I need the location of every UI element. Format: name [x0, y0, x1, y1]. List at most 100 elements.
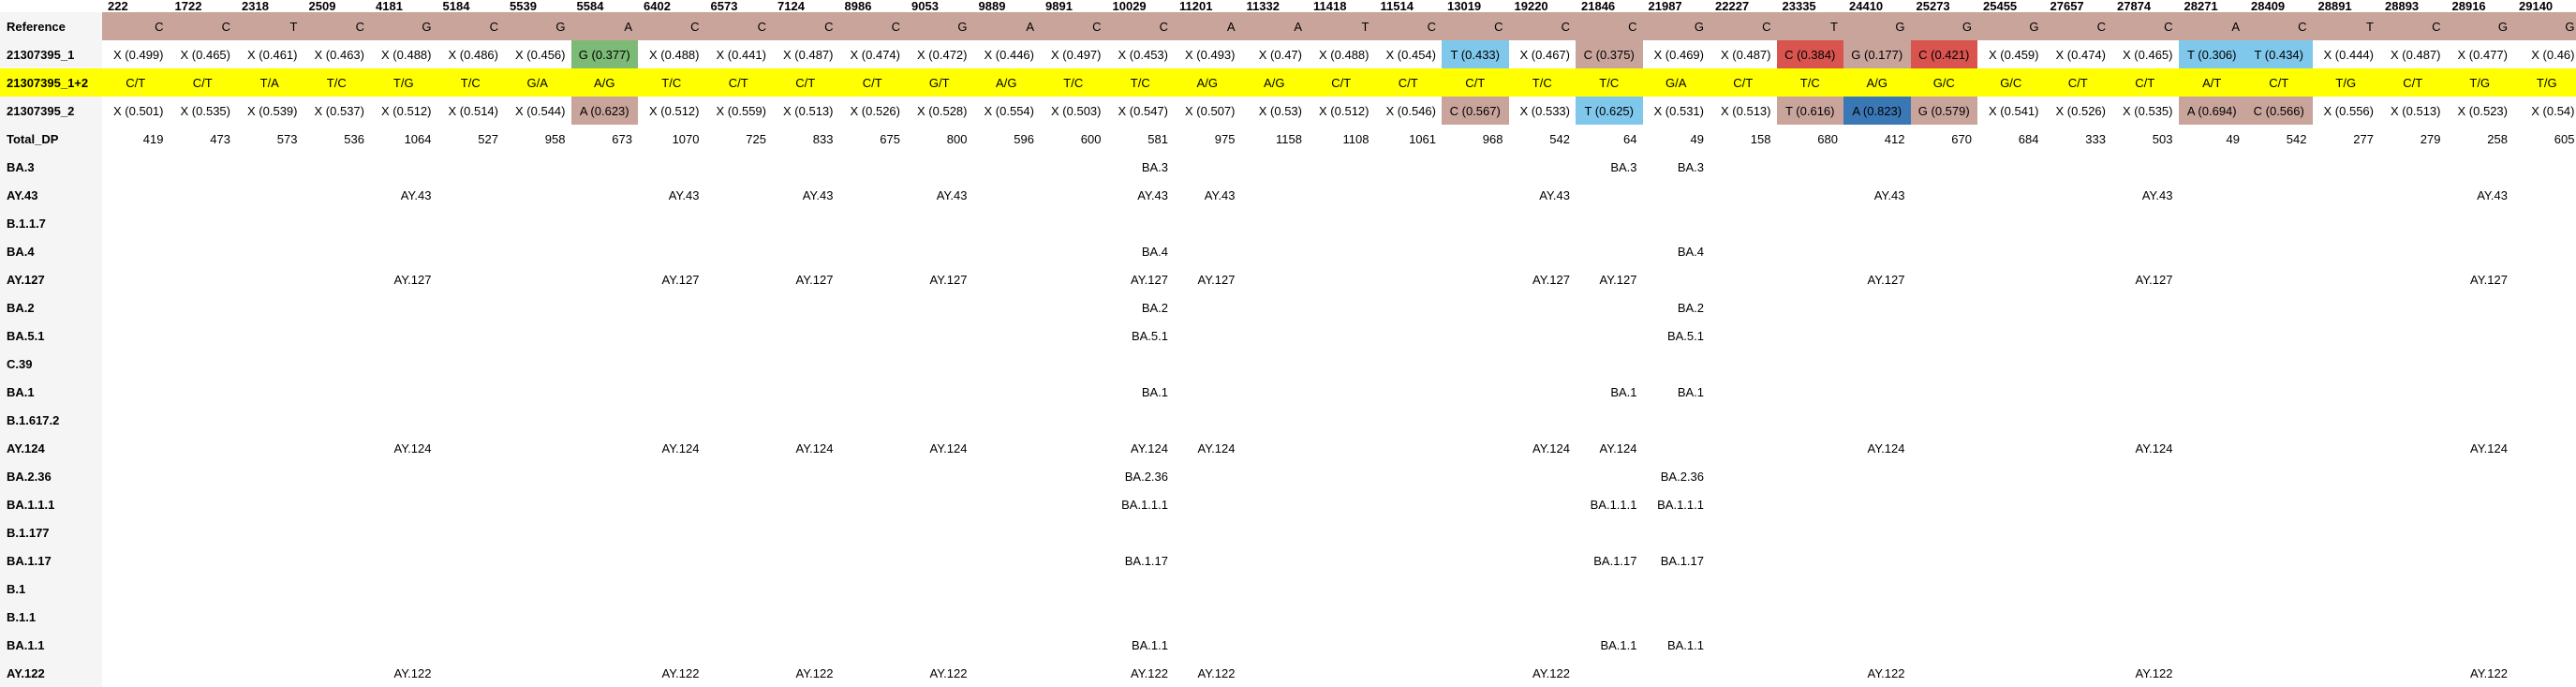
table-cell: [1977, 434, 2045, 462]
table-cell: C: [303, 12, 370, 40]
table-cell: AY.124: [2135, 441, 2173, 456]
position-header: 9889: [978, 0, 1006, 12]
table-cell: C: [2379, 12, 2447, 40]
table-cell: AY.122: [2135, 665, 2173, 680]
table-cell: [437, 181, 505, 209]
table-cell: [2179, 153, 2246, 181]
table-cell: [1040, 321, 1107, 350]
row-label: B.1.1.7: [0, 209, 102, 237]
table-cell: [2313, 659, 2380, 687]
table-cell: BA.1.17: [1660, 553, 1704, 568]
table-cell: [370, 153, 437, 181]
table-cell: [571, 659, 639, 687]
table-cell: G: [2513, 12, 2576, 40]
table-cell: [170, 209, 237, 237]
table-cell: [638, 321, 705, 350]
position-header: 19220: [1514, 0, 1548, 12]
table-cell: [1911, 631, 1978, 659]
table-cell: [236, 378, 303, 406]
table-cell: [1107, 350, 1175, 378]
table-cell: [638, 603, 705, 631]
table-cell: [1241, 153, 1309, 181]
table-cell: [370, 490, 437, 518]
table-cell: X (0.533): [1519, 103, 1570, 118]
table-cell: [2513, 659, 2576, 687]
table-cell: [1375, 265, 1443, 293]
table-cell: [1843, 406, 1911, 434]
table-cell: [2045, 462, 2112, 490]
table-cell: [1576, 518, 1643, 546]
table-cell: [906, 293, 973, 321]
table-cell: [1710, 631, 1777, 659]
table-cell: X (0.535): [2123, 103, 2173, 118]
table-cell: 49: [2226, 131, 2240, 146]
table-cell: A: [1174, 12, 1241, 40]
table-cell: [1911, 546, 1978, 575]
table-cell: [1308, 406, 1375, 434]
table-cell: [2447, 378, 2514, 406]
table-cell: X (0.441): [716, 47, 766, 62]
table-cell: [2245, 462, 2313, 490]
table-cell: [2179, 518, 2246, 546]
position-header: 21987: [1648, 0, 1682, 12]
table-cell: [1375, 181, 1443, 209]
table-cell: [1442, 434, 1509, 462]
table-cell: [102, 631, 170, 659]
table-cell: 527: [478, 131, 498, 146]
table-cell: [1040, 659, 1107, 687]
table-cell: [437, 631, 505, 659]
table-cell: [102, 462, 170, 490]
table-cell: [571, 406, 639, 434]
table-cell: [1777, 518, 1844, 546]
table-cell: X (0.513): [1721, 103, 1771, 118]
table-cell: [1911, 378, 1978, 406]
table-cell: [1040, 434, 1107, 462]
position-header: 222: [108, 0, 128, 12]
table-cell: X (0.531): [1653, 103, 1704, 118]
table-cell: [2379, 518, 2447, 546]
position-header: 28409: [2251, 0, 2286, 12]
table-cell: [303, 293, 371, 321]
table-cell: AY.43: [1539, 187, 1570, 202]
table-cell: A (0.694): [2178, 97, 2245, 125]
table-cell: [102, 546, 170, 575]
table-cell: T/C: [1776, 68, 1843, 97]
table-cell: [1308, 265, 1375, 293]
table-cell: [571, 434, 639, 462]
table-cell: [1843, 546, 1911, 575]
table-cell: [1509, 237, 1577, 265]
table-cell: [1442, 603, 1509, 631]
table-cell: [1442, 406, 1509, 434]
table-cell: [437, 490, 505, 518]
table-cell: [1777, 153, 1844, 181]
table-cell: C (0.566): [2245, 97, 2313, 125]
table-cell: [303, 237, 371, 265]
table-cell: AY.43: [936, 187, 968, 202]
table-cell: [1509, 546, 1577, 575]
table-cell: [2313, 462, 2380, 490]
table-cell: [2447, 546, 2514, 575]
table-cell: 800: [946, 131, 968, 146]
table-cell: [906, 209, 973, 237]
table-cell: [303, 406, 371, 434]
table-cell: [1710, 237, 1777, 265]
table-cell: AY.122: [1867, 665, 1905, 680]
table-row: BA.2.36 BA.2.36 BA.2.36: [0, 462, 2576, 490]
position-header: 11332: [1246, 0, 1280, 12]
table-cell: [1710, 434, 1777, 462]
table-cell: [839, 518, 907, 546]
table-cell: X (0.54): [2531, 103, 2575, 118]
table-cell: X (0.499): [113, 47, 164, 62]
table-cell: AY.127: [1599, 272, 1637, 287]
table-cell: [1040, 518, 1107, 546]
table-cell: [437, 321, 505, 350]
table-cell: [638, 518, 705, 546]
table-cell: [1308, 659, 1375, 687]
table-cell: [303, 378, 371, 406]
table-cell: [2313, 546, 2380, 575]
table-cell: [2111, 321, 2179, 350]
table-row: B.1.617.2: [0, 406, 2576, 434]
table-cell: X (0.487): [2391, 47, 2441, 62]
table-cell: C: [772, 12, 839, 40]
table-cell: X (0.539): [247, 103, 298, 118]
